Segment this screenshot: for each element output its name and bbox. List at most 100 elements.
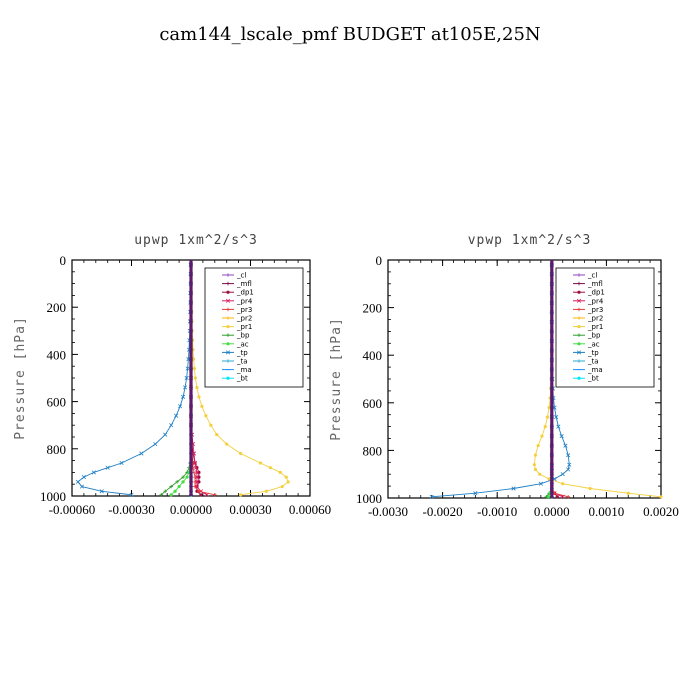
data-point-dp1 xyxy=(555,495,559,499)
legend-label: _pr1 xyxy=(587,323,603,331)
data-point-pr1 xyxy=(540,434,544,438)
data-point-tp xyxy=(538,481,543,486)
data-point-pr4 xyxy=(194,475,200,480)
legend-item-bt: _bt xyxy=(222,375,248,383)
data-point-tp xyxy=(566,467,571,472)
panel-title: upwp 1xm^2/s^3 xyxy=(134,233,258,248)
legend-marker xyxy=(577,290,581,294)
data-point-tp xyxy=(556,424,561,429)
legend-marker xyxy=(226,333,230,337)
x-tick-label: -0.00030 xyxy=(108,502,155,517)
legend-label: _bp xyxy=(587,332,601,340)
data-point-bp xyxy=(175,480,179,484)
x-tick-label: 0.0020 xyxy=(643,504,679,519)
data-point-tp xyxy=(79,484,84,489)
data-point-tp xyxy=(129,492,134,497)
data-point-pr1 xyxy=(543,425,547,429)
data-point-pr1 xyxy=(280,484,284,489)
data-point-ac xyxy=(546,495,551,499)
data-point-tp xyxy=(180,394,186,399)
y-tick-label: 200 xyxy=(363,301,383,316)
data-point-pr4 xyxy=(194,470,200,475)
legend-item-ac: _ac xyxy=(222,340,249,348)
data-point-bp xyxy=(169,484,173,489)
legend-label: _pr4 xyxy=(587,297,604,305)
legend-box xyxy=(555,267,655,388)
data-point-pr1 xyxy=(268,466,272,470)
x-tick-label: 0.00030 xyxy=(229,502,271,517)
data-point-tp xyxy=(567,462,572,467)
data-point-pr1 xyxy=(193,376,197,380)
legend-marker xyxy=(226,316,230,320)
data-point-pr1 xyxy=(238,493,243,497)
legend-label: _pr4 xyxy=(236,297,253,305)
data-point-tp xyxy=(119,460,124,466)
legend-label: _ta xyxy=(587,358,599,366)
legend-item-dp1: _dp1 xyxy=(573,289,605,297)
data-point-ac xyxy=(185,475,189,479)
data-point-tp xyxy=(182,385,188,390)
legend-label: _ac xyxy=(236,340,249,348)
y-tick-label: 400 xyxy=(47,347,67,362)
legend-label: _ma xyxy=(236,366,252,374)
legend-label: _ta xyxy=(236,358,248,366)
data-point-tp xyxy=(559,434,564,439)
data-point-pr3 xyxy=(193,480,197,484)
legend-item-pr1: _pr1 xyxy=(222,323,252,331)
legend-label: _cl xyxy=(587,272,597,280)
data-point-pr1 xyxy=(204,414,208,418)
data-point-tp xyxy=(163,432,168,437)
panel-title: vpwp 1xm^2/s^3 xyxy=(468,233,592,248)
data-point-pr1 xyxy=(536,444,540,448)
legend-label: _bp xyxy=(236,332,250,340)
legend-marker xyxy=(577,316,581,320)
data-point-pr1 xyxy=(547,477,551,481)
data-point-pr3 xyxy=(213,493,217,497)
data-point-pr1 xyxy=(209,423,213,427)
data-point-pr1 xyxy=(547,405,551,410)
legend: _cl_mfl_dp1_pr4_pr3_pr2_pr1_bp_ac_tp_ta_… xyxy=(555,267,655,388)
data-point-pr1 xyxy=(192,366,196,371)
legend-marker xyxy=(576,298,582,303)
x-tick-label: 0.00000 xyxy=(170,502,212,517)
legend-item-ma: _ma xyxy=(222,366,252,374)
legend-marker xyxy=(577,359,581,363)
legend-item-ta: _ta xyxy=(573,358,599,366)
data-point-pr3 xyxy=(193,484,197,489)
data-point-tp xyxy=(153,441,158,447)
data-point-pr3 xyxy=(197,489,201,494)
legend-label: _bt xyxy=(587,375,599,383)
data-point-pr4 xyxy=(193,465,199,470)
data-point-pr1 xyxy=(284,475,288,479)
data-point-ac xyxy=(177,484,181,489)
data-point-tp xyxy=(139,451,144,456)
legend-label: _dp1 xyxy=(236,289,254,297)
legend-item-mfl: _mfl xyxy=(222,280,252,288)
legend-marker xyxy=(577,376,581,380)
legend-label: _mfl xyxy=(236,280,252,288)
data-point-pr1 xyxy=(532,463,536,467)
legend-marker xyxy=(226,325,230,329)
data-point-pr1 xyxy=(538,472,542,476)
series-line-tp xyxy=(77,264,192,496)
vpwp-panel: vpwp 1xm^2/s^3 Pressure [hPa] 0 200 400 600 80… xyxy=(329,233,679,519)
y-tick-label: 1000 xyxy=(40,489,66,504)
series-tp xyxy=(75,262,193,497)
legend-label: _tp xyxy=(587,349,599,357)
data-point-ac xyxy=(169,493,173,497)
y-tick-label: 200 xyxy=(47,300,67,315)
legend-box xyxy=(204,267,304,388)
y-tick-label: 800 xyxy=(47,442,67,457)
data-point-pr1 xyxy=(659,495,663,499)
series-ac xyxy=(169,263,193,497)
data-point-tp xyxy=(178,404,183,409)
data-point-tp xyxy=(91,470,96,475)
legend-marker xyxy=(225,298,231,303)
data-point-pr1 xyxy=(286,480,290,484)
data-point-tp xyxy=(511,486,516,491)
data-point-tp xyxy=(566,453,571,458)
data-point-pr3 xyxy=(193,475,197,479)
legend-item-bp: _bp xyxy=(573,332,601,340)
legend-label: _ac xyxy=(587,340,600,348)
